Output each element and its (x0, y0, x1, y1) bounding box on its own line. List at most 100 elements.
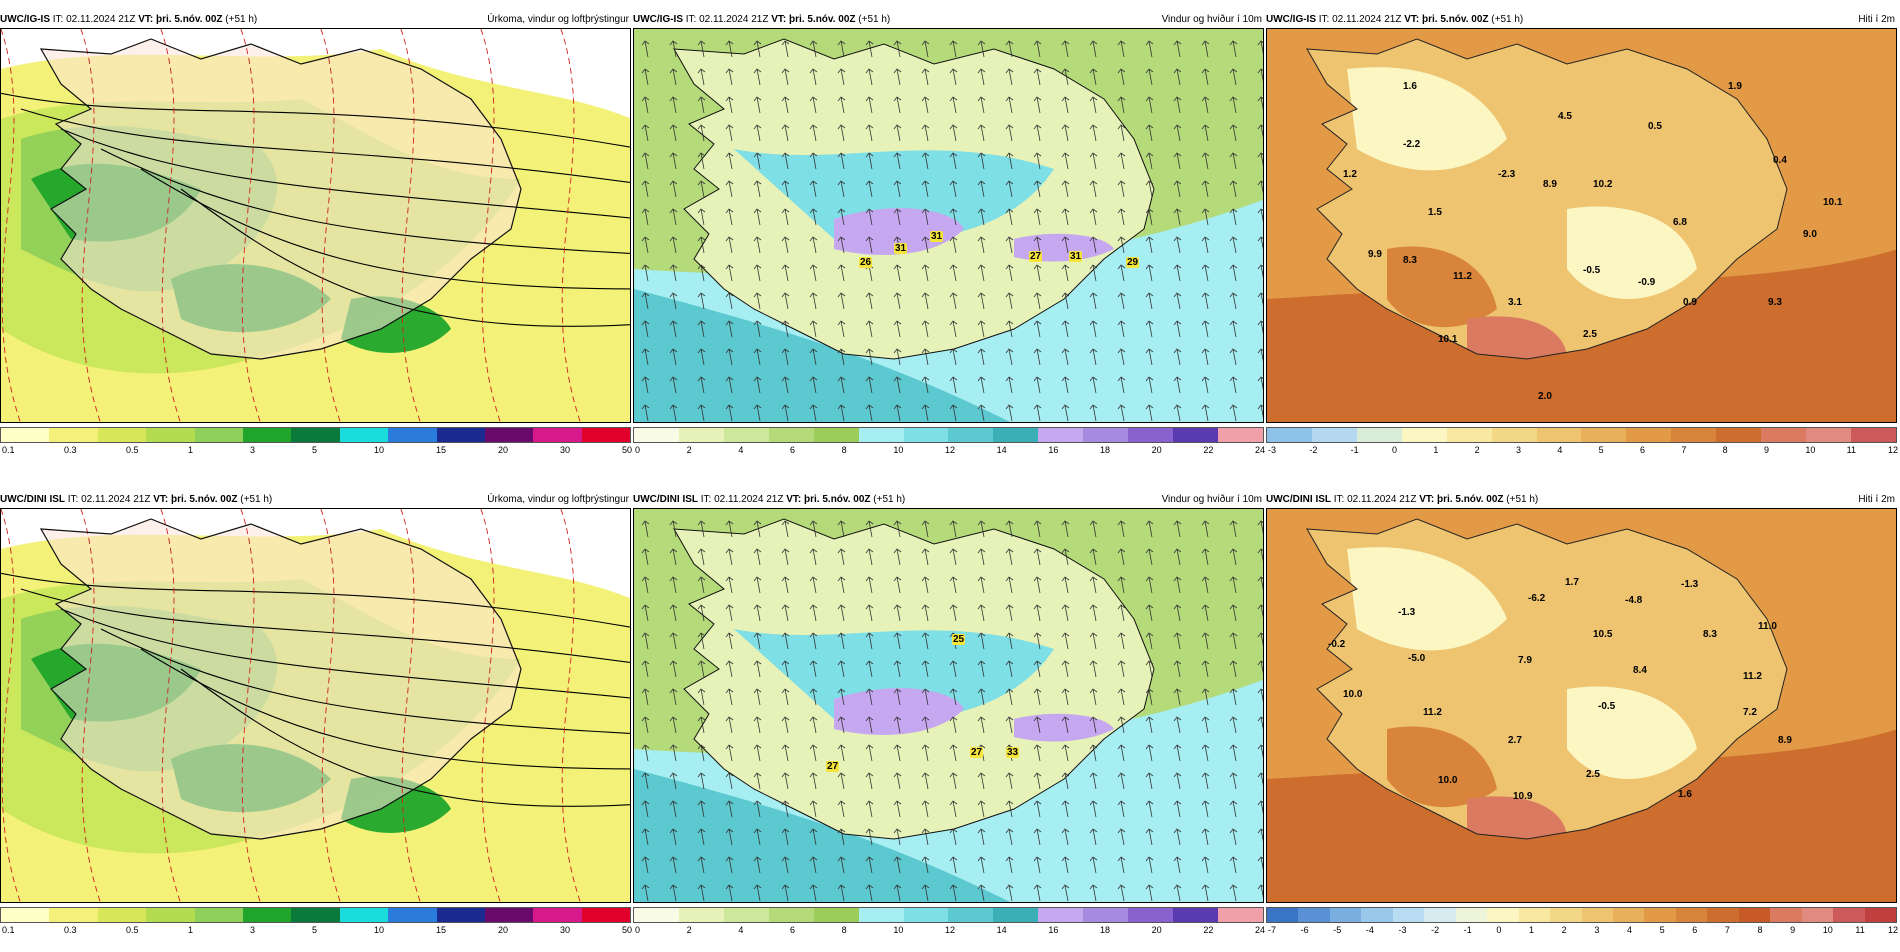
colorbar-tick-label: 7 (1681, 445, 1687, 455)
valid-time: þri. 5.nóv. 00Z (171, 494, 238, 505)
colorbar-tick-label: 10 (374, 445, 385, 455)
map-svg (1, 509, 630, 902)
valid-time: þri. 5.nóv. 00Z (804, 494, 871, 505)
colorbar-tick-label: 1 (1529, 925, 1535, 935)
colorbar-swatch (1446, 428, 1492, 442)
colorbar-swatch (1581, 428, 1627, 442)
temperature-value-label: 11.2 (1423, 707, 1442, 718)
map-canvas (0, 28, 631, 423)
colorbar-tick-label: 8 (1722, 445, 1728, 455)
colorbar-tick-label: 1 (188, 925, 194, 935)
colorbar-tick-label: -2 (1431, 925, 1440, 935)
temperature-value-label: 11.2 (1743, 671, 1762, 682)
temperature-value-label: 11.0 (1758, 621, 1777, 632)
colorbar-tick-label: 2 (1561, 925, 1567, 935)
colorbar-tick-label: -5 (1333, 925, 1342, 935)
lead-time: (+51 h) (1491, 14, 1524, 25)
valid-time-label: VT: (138, 14, 154, 25)
colorbar-swatch (813, 908, 859, 922)
colorbar-tick-label: 6 (790, 925, 796, 935)
colorbar-tick-label: 10 (893, 925, 904, 935)
temperature-value-label: 2.7 (1508, 735, 1522, 746)
colorbar-tick-label: 16 (1048, 925, 1059, 935)
colorbar-swatch (1864, 908, 1897, 922)
colorbar-swatch (194, 428, 243, 442)
colorbar-tick-label: -4 (1365, 925, 1374, 935)
issue-time-label: IT: (700, 494, 712, 505)
temperature-value-label: 1.6 (1403, 81, 1417, 92)
colorbar-swatch (1716, 428, 1762, 442)
colorbar-swatch (768, 428, 814, 442)
colorbar-tick-label: 18 (1100, 925, 1111, 935)
gust-value-label: 31 (930, 231, 944, 242)
colorbar-swatch (1761, 428, 1807, 442)
colorbar-swatch (484, 908, 534, 922)
colorbar-swatch (1267, 908, 1299, 922)
valid-time-label: VT: (1404, 14, 1420, 25)
colorbar-swatch (1267, 428, 1312, 442)
map-panel-p6: UWC/DINI ISL IT: 02.11.2024 21Z VT: þri.… (1266, 492, 1898, 952)
gust-value-label: 31 (894, 243, 908, 254)
colorbar-tick-label: 0.3 (64, 445, 77, 455)
colorbar-swatch (1707, 908, 1739, 922)
temperature-value-label: -1.3 (1398, 607, 1416, 618)
colorbar-swatch (813, 428, 859, 442)
colorbar-swatch (1356, 428, 1402, 442)
colorbar-tick-label: 0 (1496, 925, 1502, 935)
colorbar-tick-label: 5 (1659, 925, 1665, 935)
colorbar-swatch (1217, 428, 1263, 442)
colorbar-swatch (1, 908, 50, 922)
colorbar-tick-label: 30 (560, 445, 571, 455)
colorbar (1266, 907, 1897, 923)
colorbar-swatch (1038, 428, 1084, 442)
temperature-value-label: 11.2 (1453, 271, 1472, 282)
colorbar-swatch (436, 428, 485, 442)
colorbar-tick-label: -1 (1350, 445, 1359, 455)
temperature-value-label: 2.5 (1583, 329, 1597, 340)
colorbar-swatch (1, 428, 50, 442)
issue-time: 02.11.2024 21Z (1347, 494, 1417, 505)
panel-model: UWC/DINI ISL (633, 494, 698, 505)
colorbar-tick-label: 9 (1764, 445, 1770, 455)
colorbar-swatch (634, 428, 679, 442)
temperature-value-label: 2.5 (1586, 769, 1600, 780)
colorbar-swatch (581, 908, 631, 922)
colorbar-tick-label: -2 (1309, 445, 1318, 455)
temperature-value-label: -1.3 (1681, 579, 1699, 590)
colorbar-tick-label: 20 (1151, 925, 1162, 935)
temperature-value-label: 10.2 (1593, 179, 1613, 190)
temperature-value-label: -2.2 (1403, 139, 1421, 150)
temperature-value-label: 10.0 (1438, 775, 1458, 786)
gust-value-label: 29 (1126, 257, 1140, 268)
colorbar-swatch (1424, 908, 1456, 922)
temperature-value-label: 10.5 (1593, 629, 1613, 640)
map-canvas: 1.6 1.9 4.5 0.5 -2.2 1.2 -2.3 8.9 10.2 0.4 10.1 1.5… (1266, 28, 1897, 423)
colorbar-swatch (1083, 908, 1129, 922)
temperature-value-label: 10.1 (1823, 197, 1843, 208)
colorbar-tick-label: 0.3 (64, 925, 77, 935)
colorbar-tick-label: 15 (436, 445, 447, 455)
colorbar-swatch (1311, 428, 1357, 442)
colorbar-swatch (339, 908, 389, 922)
colorbar-swatch (388, 428, 437, 442)
colorbar-swatch (146, 908, 195, 922)
colorbar-tick-label: 20 (1151, 445, 1162, 455)
panel-model: UWC/DINI ISL (0, 494, 65, 505)
colorbar-swatch (1128, 908, 1174, 922)
colorbar-tick-label: 6 (1640, 445, 1646, 455)
temperature-value-label: 8.4 (1633, 665, 1647, 676)
colorbar-swatch (1298, 908, 1330, 922)
map-panel-p5: UWC/DINI ISL IT: 02.11.2024 21Z VT: þri.… (633, 492, 1265, 952)
colorbar-tick-label: 20 (498, 445, 509, 455)
panel-title: Hiti í 2m (1858, 14, 1895, 25)
temperature-value-label: 1.6 (1678, 789, 1692, 800)
colorbar-tick-label: 5 (1598, 445, 1604, 455)
temperature-value-label: 8.3 (1403, 255, 1417, 266)
colorbar-tick-label: 2 (686, 925, 692, 935)
colorbar-swatch (1491, 428, 1537, 442)
valid-time: þri. 5.nóv. 00Z (1437, 494, 1504, 505)
colorbar-swatch (194, 908, 243, 922)
colorbar (633, 427, 1264, 443)
temperature-value-label: 10.1 (1438, 334, 1458, 345)
colorbar-swatch (1806, 428, 1851, 442)
